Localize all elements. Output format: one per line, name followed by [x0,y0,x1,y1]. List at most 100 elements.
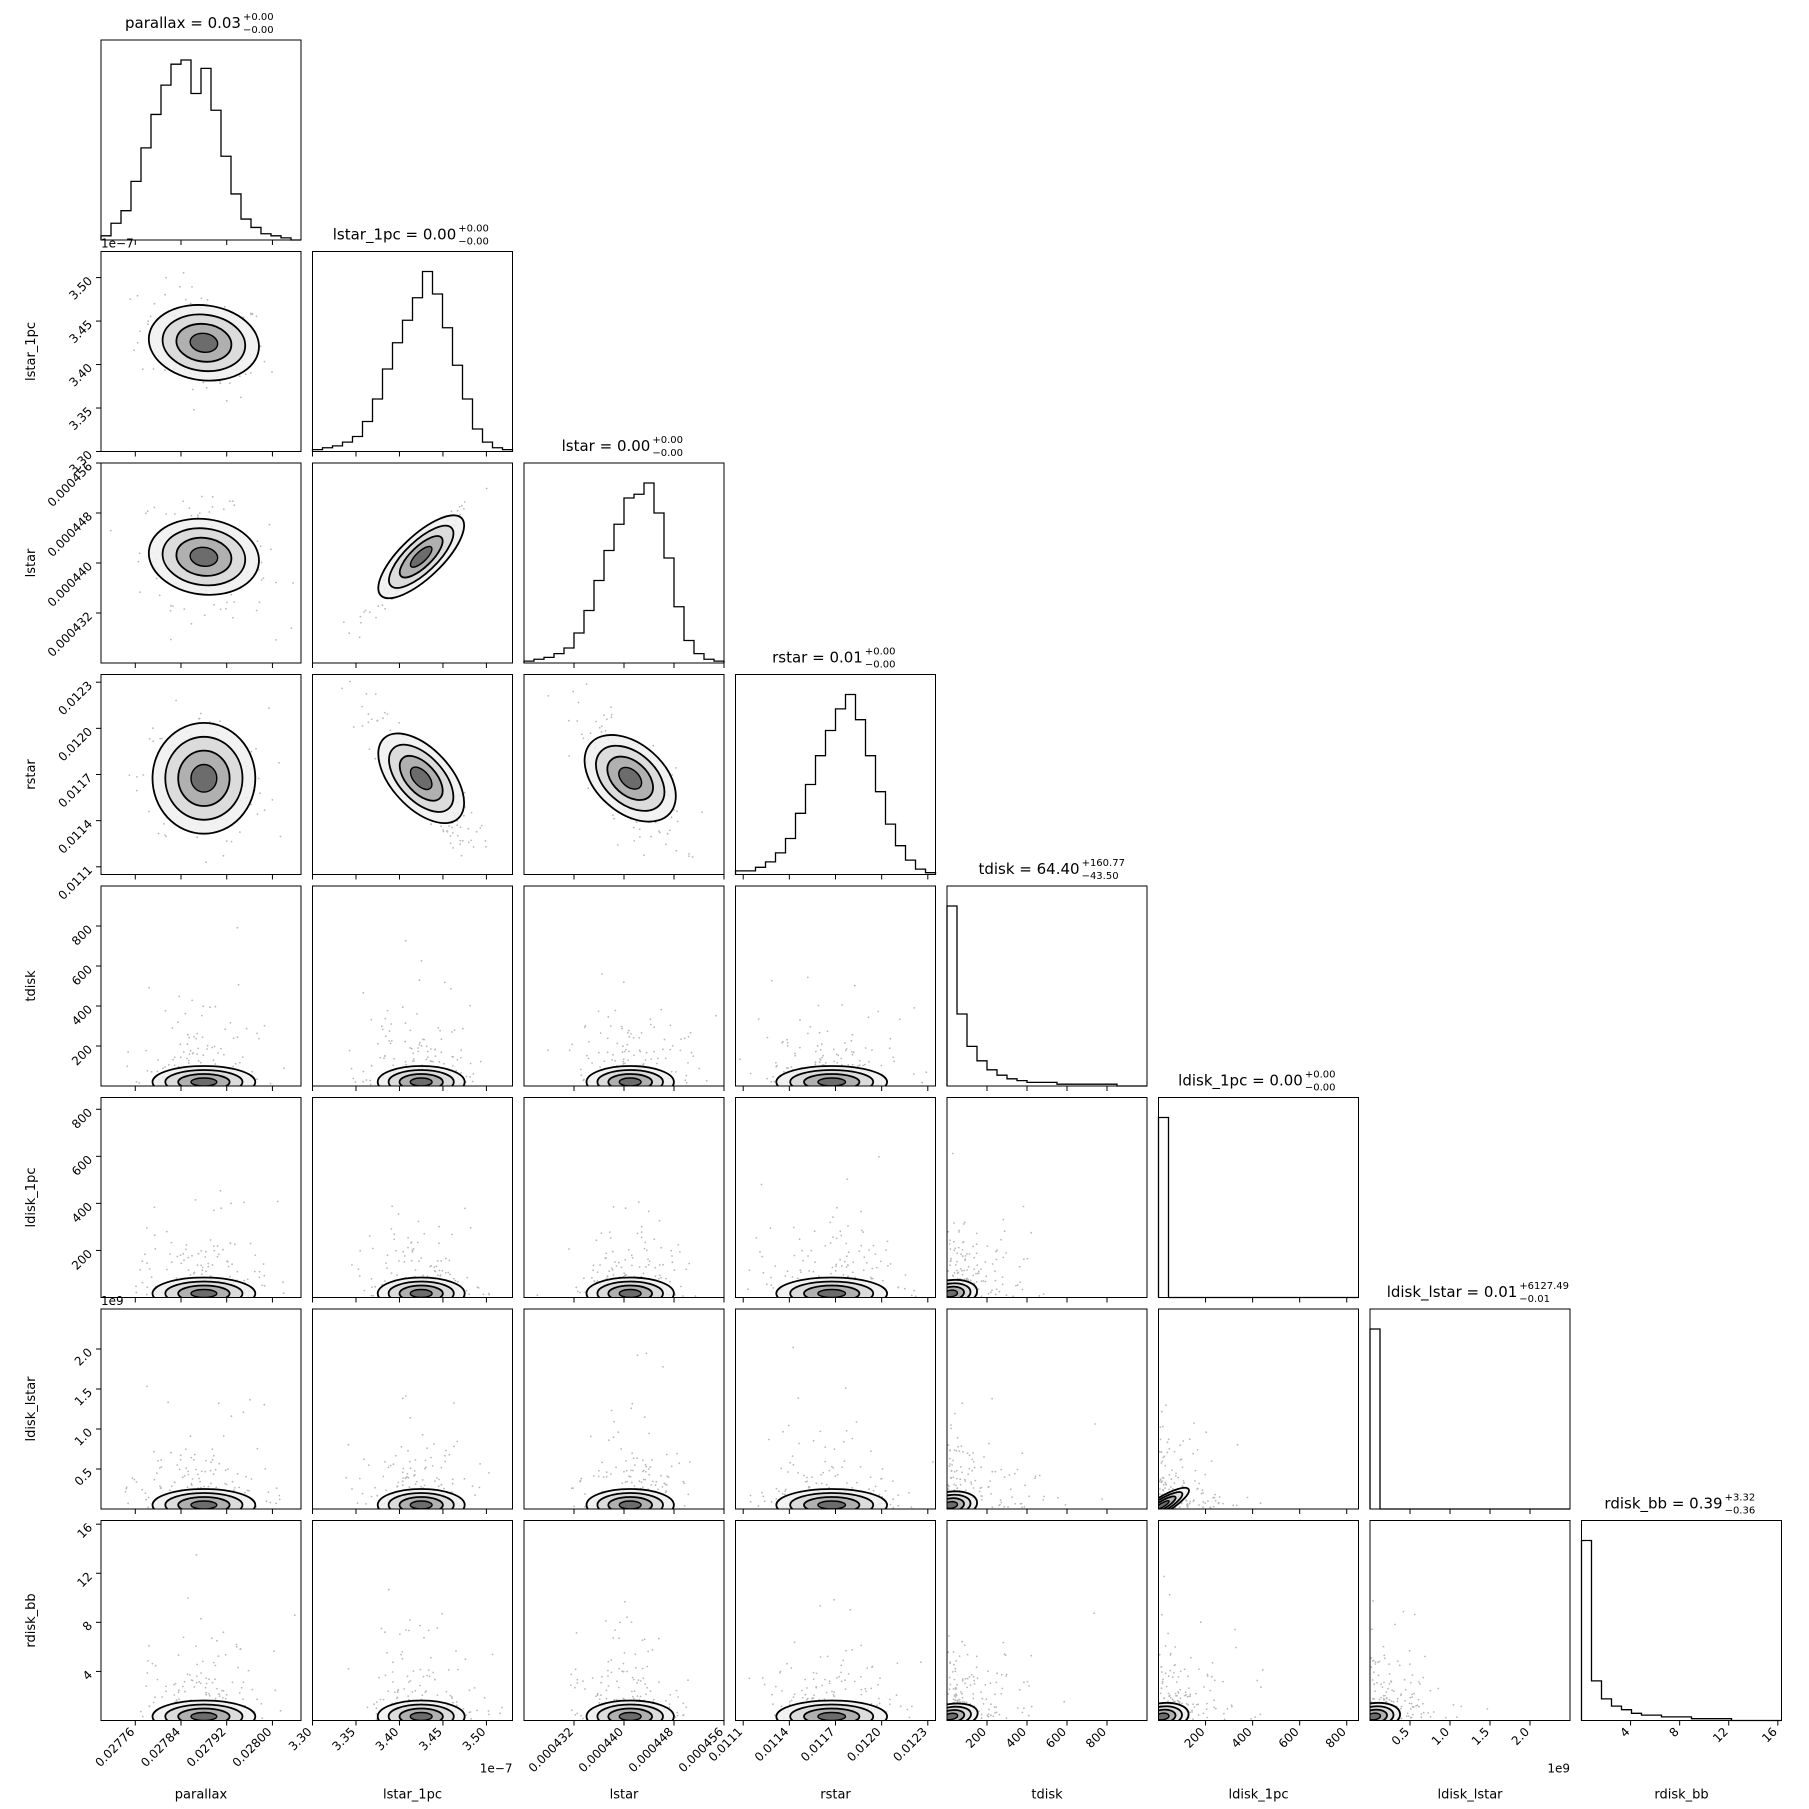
contours-tdisk-vs-lstar_1pc [376,1065,466,1086]
sample-point [1411,1693,1413,1696]
sample-point [665,1484,668,1486]
sample-point [1002,1641,1005,1644]
sample-point [1175,1681,1178,1683]
sample-point [414,1689,417,1692]
sample-point [1410,1702,1413,1705]
sample-point [1408,1649,1411,1652]
sample-point [348,632,351,635]
sample-point [354,1081,357,1083]
sample-point [212,1454,215,1457]
sample-point [387,1588,390,1591]
panel-frame [523,462,725,664]
sample-point [847,1673,850,1675]
sample-point [216,1639,218,1642]
sample-point [222,1689,225,1692]
sample-point [610,1473,612,1475]
sample-point [949,1662,951,1665]
x-tick-label: 0.02792 [184,1725,229,1770]
sample-point [171,1027,174,1029]
sample-point [433,1266,436,1268]
sample-point [161,737,163,740]
histogram-rstar [734,693,937,875]
sample-point [1170,1478,1173,1481]
sample-point [258,601,261,604]
sample-point [953,1249,956,1252]
sample-point [144,1492,147,1495]
sample-point [185,1244,188,1246]
sample-point [273,1650,275,1653]
sample-point [214,1468,217,1471]
sample-point [345,1476,348,1479]
sample-point [577,701,580,704]
sample-point [947,1693,950,1695]
sample-point [179,1454,182,1457]
sample-point [1159,1478,1162,1481]
sample-point [772,1287,775,1289]
sample-point [213,1209,215,1212]
sample-point [968,1676,971,1678]
sample-point [419,1624,421,1627]
sample-point [1187,1703,1190,1706]
contours-lstar-vs-parallax [147,517,260,596]
sample-point [969,1684,972,1686]
sample-point [201,1269,204,1272]
sample-point [414,1483,417,1485]
sample-point [422,1038,424,1041]
sample-point [443,1487,445,1490]
sample-point [408,1681,410,1683]
sample-point [591,1276,593,1279]
sample-point [665,1277,667,1280]
sample-point [811,1476,813,1478]
sample-point [636,1354,639,1357]
contour-level-4 [190,1288,218,1298]
sample-point [369,1083,372,1086]
sample-point [607,1016,610,1018]
sample-point [663,1038,666,1041]
sample-point [365,1503,367,1505]
sample-point [202,1054,205,1057]
sample-point [155,577,158,580]
y-tick-label: 3.45 [66,317,95,346]
sample-point [133,349,135,352]
panel-frame [735,885,936,1087]
sample-point [811,1697,814,1699]
sample-point [439,1275,442,1277]
sample-point [239,396,242,399]
sample-point [798,1442,800,1445]
sample-point [201,495,203,498]
sample-point [229,1022,232,1024]
sample-point [222,508,225,511]
y-axis-label-rdisk_bb: rdisk_bb [24,1593,39,1647]
sample-point [1183,1668,1186,1671]
y-tick-label: 3.35 [66,404,95,433]
sample-point [846,1482,848,1484]
sample-point [1197,1714,1200,1716]
sample-point [406,1473,409,1475]
sample-point [966,1452,969,1455]
sample-point [643,854,645,857]
sample-point [233,1243,236,1246]
sample-point [1168,1447,1171,1450]
sample-point [404,1040,407,1043]
sample-point [698,1067,701,1070]
sample-point [212,1661,215,1664]
y-tick-label: 0.000440 [45,559,95,609]
sample-point [124,1490,127,1493]
sample-point [396,1485,399,1488]
sample-point [574,1686,576,1689]
sample-point [612,1637,615,1639]
sample-point [870,1450,872,1452]
sample-point [263,1024,266,1027]
panel-frame [100,1308,302,1510]
sample-point [605,1689,608,1692]
contour-level-4 [190,1500,218,1509]
sample-point [819,1605,822,1607]
sample-point [868,1488,870,1491]
sample-point [1189,1500,1192,1503]
sample-point [958,1698,961,1701]
sample-point [456,1704,458,1707]
sample-point [636,1681,638,1684]
sample-point [657,1277,660,1280]
sample-point [1164,1481,1167,1484]
sample-point [416,1013,418,1015]
